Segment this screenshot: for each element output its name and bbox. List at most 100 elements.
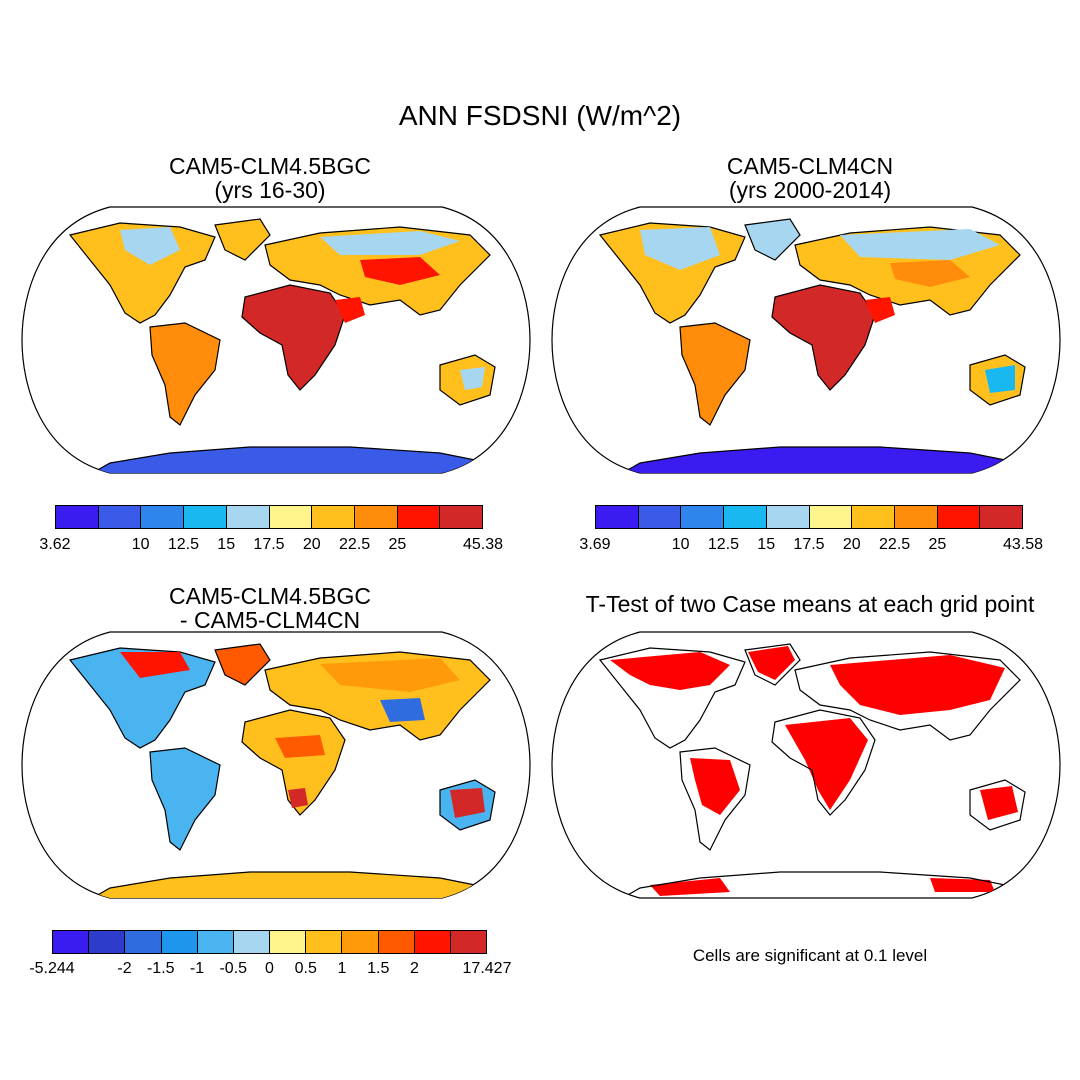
colorbar-2-tick-label: 10	[671, 536, 690, 553]
map-panel-3	[21, 631, 531, 899]
central-asia-red-patch	[890, 260, 970, 287]
colorbar-1-swatch	[141, 506, 185, 528]
colorbar-2	[595, 505, 1023, 529]
coast-australia	[969, 779, 1026, 831]
panel-1-title-line2: (yrs 16-30)	[214, 177, 326, 203]
colorbar-1-tick-label: 10	[131, 536, 150, 553]
sig-antarctica-west	[650, 878, 730, 896]
colorbar-3-tick-label: -0.5	[219, 960, 248, 977]
colorbar-2-swatch	[937, 506, 981, 528]
colorbar-3-tick-label: 17.427	[462, 960, 512, 977]
colorbar-2-swatch	[681, 506, 725, 528]
colorbar-2-tick-label: 25	[928, 536, 947, 553]
antarctica	[77, 871, 492, 898]
colorbar-3-swatch	[89, 931, 126, 953]
colorbar-1-labels: 3.62 10 12.5 15 17.5 20 22.5 25 45.38	[39, 536, 503, 556]
sahara-max-patch	[790, 295, 860, 335]
antarctica	[607, 446, 1022, 473]
coast-antarctica	[607, 871, 1022, 898]
panel-4-title-line1: T-Test of two Case means at each grid po…	[585, 591, 1035, 617]
colorbar-3-tick-label: -1.5	[146, 960, 175, 977]
central-asia-blue-patch	[380, 698, 425, 722]
greenland	[744, 218, 801, 261]
colorbar-2-swatch	[809, 506, 853, 528]
colorbar-1	[55, 505, 483, 529]
australia-blue-patch	[985, 365, 1015, 393]
colorbar-1-swatch	[98, 506, 142, 528]
colorbar-1-tick-label: 3.62	[39, 536, 71, 553]
sig-south-america	[690, 758, 740, 815]
colorbar-2-tick-label: 3.69	[579, 536, 611, 553]
colorbar-3-swatch	[270, 931, 307, 953]
arabia-patch	[335, 297, 365, 323]
south-america	[679, 322, 751, 426]
sig-australia	[980, 786, 1018, 820]
colorbar-3-swatch	[125, 931, 162, 953]
colorbar-2-tick-label: 43.58	[1002, 536, 1044, 553]
panel-2-title-line2: (yrs 2000-2014)	[728, 177, 892, 203]
panel-2-title-line1: CAM5-CLM4CN	[726, 153, 894, 179]
colorbar-2-swatch	[724, 506, 767, 528]
sig-antarctica-east	[930, 878, 995, 892]
siberia-blue-patch	[320, 231, 460, 255]
coast-north-america	[598, 647, 746, 749]
eurasia-orange-patch	[320, 658, 460, 692]
colorbar-3-swatch	[378, 931, 415, 953]
coast-greenland	[744, 643, 801, 686]
greenland	[214, 218, 271, 261]
canada-blue-patch	[640, 227, 720, 270]
colorbar-2-swatch	[852, 506, 895, 528]
greenland	[214, 643, 271, 686]
colorbar-1-swatch	[397, 506, 441, 528]
panel-2-title: CAM5-CLM4CN (yrs 2000-2014)	[610, 154, 1010, 202]
central-asia-red-patch	[360, 257, 440, 285]
colorbar-3-swatch	[53, 931, 90, 953]
colorbar-3-swatch	[414, 931, 451, 953]
panel-1-title-line1: CAM5-CLM4.5BGC	[169, 153, 371, 179]
colorbar-1-tick-label: 12.5	[167, 536, 199, 553]
map-panel-1	[21, 206, 531, 474]
significance-note: Cells are significant at 0.1 level	[692, 946, 928, 965]
colorbar-1-tick-label: 45.38	[462, 536, 504, 553]
south-america	[149, 747, 221, 851]
sig-greenland	[748, 646, 795, 680]
colorbar-2-swatch	[894, 506, 938, 528]
figure-title: ANN FSDSNI (W/m^2)	[398, 100, 682, 131]
colorbar-2-swatch	[980, 506, 1023, 528]
colorbar-1-swatch	[184, 506, 227, 528]
colorbar-3-swatch	[197, 931, 234, 953]
colorbar-2-labels: 3.69 10 12.5 15 17.5 20 22.5 25 43.58	[579, 536, 1043, 556]
colorbar-3-swatch	[450, 931, 487, 953]
colorbar-1-swatch	[440, 506, 483, 528]
sahel-red-patch	[275, 735, 325, 758]
sig-africa	[785, 718, 868, 810]
siberia-blue-patch	[840, 229, 1000, 260]
colorbar-3-tick-label: 1.5	[367, 960, 390, 977]
arabia-patch	[865, 297, 895, 323]
panel-3-title: CAM5-CLM4.5BGC - CAM5-CLM4CN	[70, 584, 470, 632]
australia-blue-patch	[460, 367, 485, 390]
colorbar-1-swatch	[354, 506, 398, 528]
sig-north-america	[610, 652, 730, 690]
panel-1-title: CAM5-CLM4.5BGC (yrs 16-30)	[70, 154, 470, 202]
canada-blue-patch	[120, 227, 180, 265]
colorbar-3-tick-label: 1	[337, 960, 347, 977]
colorbar-2-swatch	[596, 506, 639, 528]
colorbar-2-swatch	[766, 506, 810, 528]
southern-africa-red-patch	[288, 788, 308, 808]
colorbar-1-tick-label: 17.5	[253, 536, 285, 553]
colorbar-3-swatch	[306, 931, 343, 953]
colorbar-1-swatch	[56, 506, 99, 528]
colorbar-2-tick-label: 22.5	[879, 536, 911, 553]
colorbar-3-tick-label: 0.5	[294, 960, 317, 977]
colorbar-2-swatch	[638, 506, 682, 528]
amazon-patch	[165, 333, 205, 365]
sig-eurasia	[830, 655, 1005, 715]
colorbar-3-labels: -5.244 -2 -1.5 -1 -0.5 0 0.5 1 1.5 2 17.427	[29, 960, 511, 980]
coast-eurasia	[794, 651, 1021, 741]
colorbar-2-tick-label: 17.5	[793, 536, 825, 553]
coast-south-america	[679, 747, 751, 851]
colorbar-1-swatch	[269, 506, 313, 528]
colorbar-1-swatch	[226, 506, 270, 528]
colorbar-2-tick-label: 12.5	[707, 536, 739, 553]
